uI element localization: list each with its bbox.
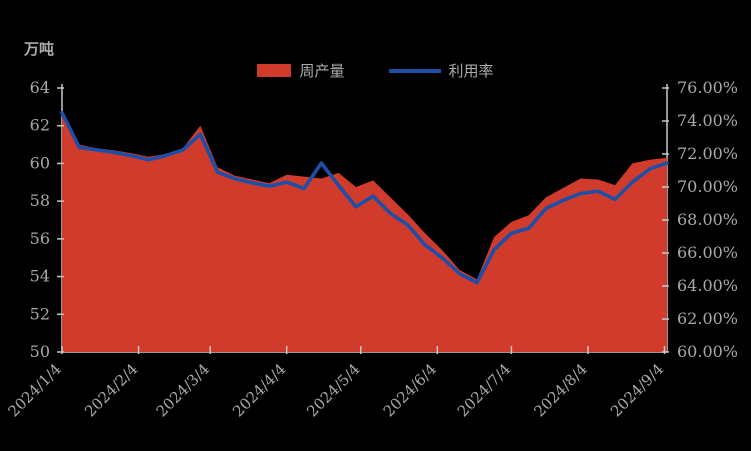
x-tick-labels: 2024/1/4 2024/2/4 2024/3/4 2024/4/4 2024/5/4… <box>4 360 667 420</box>
svg-text:56: 56 <box>30 229 50 248</box>
svg-text:2024/1/4: 2024/1/4 <box>4 360 64 420</box>
svg-text:2024/7/4: 2024/7/4 <box>454 360 514 420</box>
y-left-tick-labels: 50 52 54 56 58 60 62 64 <box>30 78 50 361</box>
svg-text:62.00%: 62.00% <box>677 309 738 328</box>
svg-text:54: 54 <box>30 267 50 286</box>
svg-text:66.00%: 66.00% <box>677 243 738 262</box>
legend-item-utilization: 利用率 <box>388 60 494 81</box>
svg-text:2024/8/4: 2024/8/4 <box>530 360 590 420</box>
legend-utilization-line-icon <box>388 68 441 73</box>
svg-text:2024/2/4: 2024/2/4 <box>81 360 141 420</box>
svg-text:70.00%: 70.00% <box>677 177 738 196</box>
svg-text:64: 64 <box>30 78 50 97</box>
legend: 周产量 利用率 <box>0 60 751 81</box>
svg-text:62: 62 <box>30 116 50 135</box>
legend-item-production: 周产量 <box>257 60 345 81</box>
svg-text:2024/5/4: 2024/5/4 <box>303 360 363 420</box>
svg-text:60: 60 <box>30 153 50 172</box>
legend-production-swatch-icon <box>257 64 292 77</box>
svg-text:76.00%: 76.00% <box>677 78 738 97</box>
svg-text:2024/4/4: 2024/4/4 <box>229 360 289 420</box>
y-right-tick-labels: 60.00% 62.00% 64.00% 66.00% 68.00% 70.00% 72.0… <box>677 78 738 361</box>
svg-text:52: 52 <box>30 304 50 323</box>
legend-utilization-label: 利用率 <box>448 62 494 80</box>
svg-text:64.00%: 64.00% <box>677 276 738 295</box>
svg-text:60.00%: 60.00% <box>677 342 738 361</box>
axis-ticks <box>57 87 669 354</box>
y-axis-unit-label: 万吨 <box>24 40 55 58</box>
utilization-line <box>60 111 669 285</box>
svg-text:58: 58 <box>30 191 50 210</box>
svg-text:72.00%: 72.00% <box>677 144 738 163</box>
svg-text:2024/3/4: 2024/3/4 <box>153 360 213 420</box>
svg-text:50: 50 <box>30 342 50 361</box>
production-area <box>62 110 667 352</box>
svg-text:2024/6/4: 2024/6/4 <box>380 360 440 420</box>
svg-text:74.00%: 74.00% <box>677 111 738 130</box>
legend-production-label: 周产量 <box>299 62 345 80</box>
svg-text:2024/9/4: 2024/9/4 <box>607 360 667 420</box>
svg-text:68.00%: 68.00% <box>677 210 738 229</box>
